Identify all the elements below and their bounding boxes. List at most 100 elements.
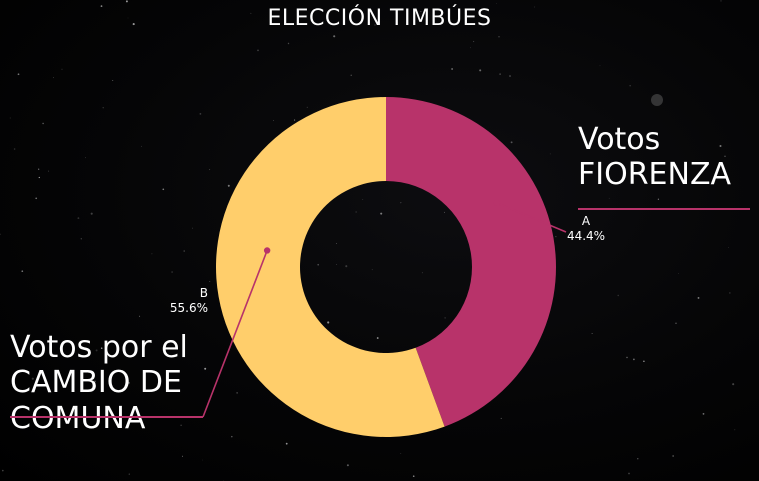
star bbox=[510, 141, 513, 144]
callout-a-line1: Votos bbox=[578, 122, 661, 157]
star bbox=[128, 473, 130, 475]
star bbox=[727, 247, 729, 248]
star bbox=[637, 458, 639, 460]
star bbox=[336, 243, 337, 244]
star bbox=[345, 265, 348, 268]
star bbox=[599, 65, 601, 67]
star bbox=[85, 157, 86, 159]
star bbox=[719, 144, 722, 148]
star bbox=[673, 165, 675, 167]
star bbox=[591, 332, 593, 334]
callout-b-line2: CAMBIO DE bbox=[10, 365, 182, 401]
star bbox=[171, 271, 173, 273]
star bbox=[702, 413, 705, 415]
star bbox=[236, 392, 238, 394]
slice-a-category: A bbox=[581, 214, 591, 228]
star bbox=[17, 73, 20, 76]
star bbox=[629, 85, 631, 87]
star bbox=[77, 217, 80, 220]
star bbox=[223, 479, 224, 481]
star bbox=[374, 24, 376, 26]
star bbox=[628, 472, 630, 475]
star bbox=[285, 442, 288, 445]
star bbox=[327, 321, 330, 324]
star bbox=[231, 435, 233, 438]
star bbox=[469, 47, 471, 49]
star bbox=[732, 383, 735, 386]
donut-slice-b bbox=[216, 97, 445, 437]
star bbox=[335, 263, 337, 265]
star bbox=[657, 198, 660, 200]
donut-slice-a bbox=[386, 97, 557, 427]
callout-cambio: Votos por el CAMBIO DE COMUNA bbox=[10, 330, 188, 436]
star bbox=[294, 119, 296, 121]
star bbox=[633, 358, 635, 361]
star bbox=[61, 68, 63, 70]
slice-a-leader-dot bbox=[493, 199, 500, 207]
star bbox=[720, 0, 722, 2]
star bbox=[333, 35, 336, 38]
star bbox=[38, 168, 40, 170]
star bbox=[90, 212, 93, 215]
star bbox=[555, 236, 557, 238]
slice-b-leader-dot bbox=[263, 247, 271, 254]
star bbox=[479, 69, 482, 72]
star bbox=[199, 113, 202, 115]
callout-a-underline bbox=[578, 208, 750, 210]
slice-a-value: 44.4% bbox=[566, 229, 606, 243]
star bbox=[472, 40, 475, 43]
star bbox=[534, 6, 536, 8]
star bbox=[204, 367, 207, 370]
star bbox=[141, 145, 142, 147]
star bbox=[2, 469, 4, 472]
star bbox=[9, 117, 11, 119]
star bbox=[350, 74, 352, 76]
star bbox=[498, 36, 500, 38]
star bbox=[42, 122, 44, 125]
star bbox=[80, 238, 82, 240]
slice-a-leader-line bbox=[496, 202, 567, 233]
star bbox=[400, 202, 402, 204]
star bbox=[31, 377, 34, 380]
star bbox=[675, 322, 677, 324]
star bbox=[500, 417, 502, 419]
slice-label-a: A 44.4% bbox=[566, 214, 606, 244]
star bbox=[127, 17, 129, 19]
star bbox=[209, 281, 211, 283]
star bbox=[209, 169, 211, 171]
star bbox=[499, 73, 501, 75]
star bbox=[192, 227, 193, 229]
star bbox=[128, 382, 130, 384]
star bbox=[451, 68, 453, 70]
star bbox=[95, 349, 98, 352]
star bbox=[139, 315, 141, 317]
star bbox=[626, 356, 628, 359]
callout-a-line2: FIORENZA bbox=[578, 157, 732, 193]
star bbox=[100, 347, 103, 349]
star bbox=[287, 42, 290, 45]
star bbox=[202, 459, 203, 461]
star bbox=[125, 0, 128, 3]
star bbox=[183, 250, 185, 252]
star bbox=[182, 455, 183, 457]
callout-b-line1: Votos por el bbox=[10, 330, 188, 365]
star bbox=[509, 75, 511, 77]
star bbox=[53, 77, 54, 79]
star bbox=[0, 233, 1, 235]
star bbox=[643, 360, 645, 362]
star bbox=[355, 211, 357, 213]
star bbox=[93, 380, 97, 383]
callout-b-line3: COMUNA bbox=[10, 400, 146, 436]
star bbox=[306, 106, 308, 109]
chart-title: ELECCIÓN TIMBÚES bbox=[267, 6, 492, 31]
moon-glow bbox=[651, 94, 663, 106]
star bbox=[376, 337, 379, 339]
star bbox=[227, 184, 230, 187]
star bbox=[151, 253, 153, 255]
star bbox=[48, 170, 50, 172]
star bbox=[421, 272, 423, 274]
star bbox=[162, 188, 165, 191]
star bbox=[35, 197, 38, 200]
star bbox=[58, 423, 59, 425]
